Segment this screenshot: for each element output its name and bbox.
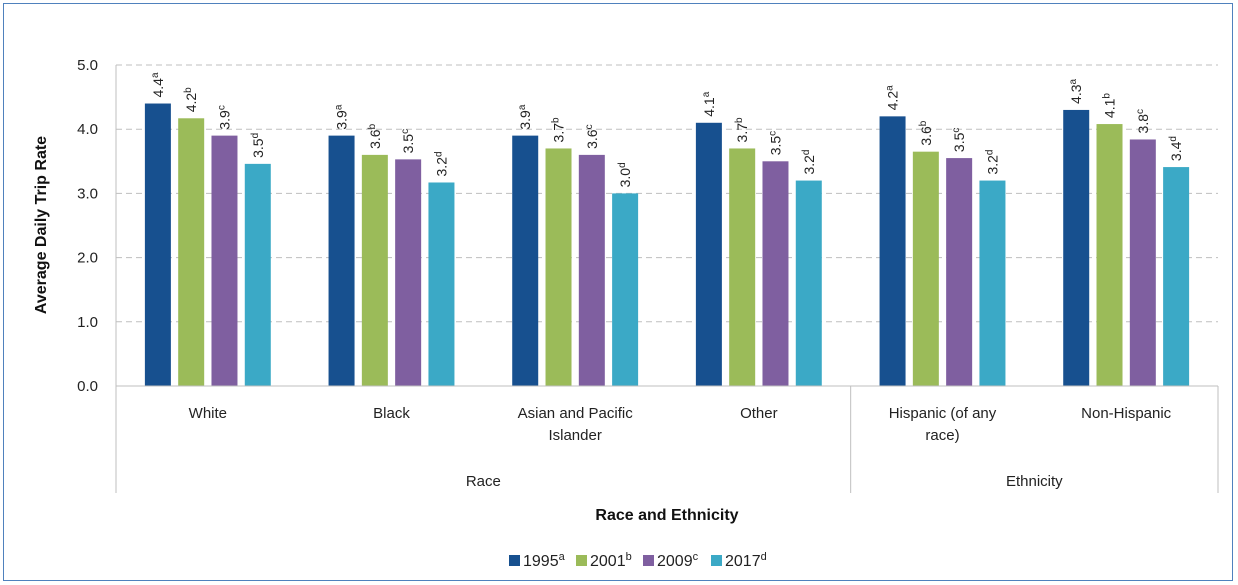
y-tick-label: 4.0 (77, 121, 98, 138)
legend-entry: 1995a (523, 551, 566, 570)
data-label: 3.4d (1168, 136, 1184, 161)
bar (178, 118, 205, 386)
bar (144, 103, 171, 387)
legend-entry: 2001b (590, 551, 632, 570)
bar (946, 158, 973, 386)
bar (545, 148, 572, 386)
legend-swatch (711, 555, 722, 566)
data-label: 3.9a (334, 104, 350, 129)
data-label: 3.9a (517, 104, 533, 129)
group-label: Race (466, 473, 501, 490)
category-label: Non-Hispanic (1081, 405, 1172, 422)
bars (144, 103, 1190, 387)
bar (328, 135, 355, 386)
data-label: 4.3a (1068, 78, 1084, 103)
data-label: 4.4a (150, 72, 166, 97)
data-label: 3.2d (801, 150, 817, 175)
category-label: Asian and Pacific Islander (518, 405, 634, 444)
legend: 1995a 2001b 2009c 2017d (509, 551, 767, 570)
y-axis-title: Average Daily Trip Rate (33, 136, 50, 314)
group-label: Ethnicity (1006, 473, 1063, 490)
legend-swatch (643, 555, 654, 566)
data-label: 3.5c (767, 131, 783, 155)
bar (1129, 139, 1156, 386)
y-tick-label: 5.0 (77, 57, 98, 74)
legend-swatch (509, 555, 520, 566)
bar (879, 116, 906, 387)
legend-swatch (576, 555, 587, 566)
bar (912, 151, 939, 386)
x-axis-title: Race and Ethnicity (595, 507, 738, 524)
category-label: Hispanic (of any race) (889, 405, 997, 444)
legend-entry: 2017d (725, 551, 767, 570)
bar (695, 122, 722, 386)
data-label: 3.5c (400, 129, 416, 153)
bar (729, 148, 756, 386)
category-label: Other (740, 405, 778, 422)
bar (211, 135, 238, 386)
y-axis-ticks: 0.0 1.0 2.0 3.0 4.0 5.0 (77, 57, 98, 395)
data-labels: 4.4a 4.2b 3.9c 3.5d 3.9a 3.6b 3.5c 3.2d 3.9a 3.7b… (150, 72, 1184, 187)
bar (578, 154, 605, 386)
group-labels: Race Ethnicity (466, 386, 1063, 493)
bar (395, 159, 422, 386)
data-label: 4.2b (183, 87, 199, 112)
data-label: 3.0d (617, 162, 633, 187)
legend-entry: 2009c (657, 551, 699, 570)
data-label: 4.1b (1102, 93, 1118, 118)
bar (979, 180, 1006, 386)
y-tick-label: 0.0 (77, 378, 98, 395)
data-label: 3.8c (1135, 109, 1151, 133)
bar (428, 182, 455, 386)
chart-frame (3, 3, 1233, 581)
data-label: 3.5c (951, 128, 967, 152)
category-label: Black (373, 405, 410, 422)
data-label: 3.7b (551, 117, 567, 142)
bar (1063, 109, 1090, 386)
data-label: 3.2d (433, 151, 449, 176)
y-tick-label: 1.0 (77, 314, 98, 331)
category-labels: White Black Asian and Pacific Islander Other… (189, 405, 1172, 444)
data-label: 3.6c (584, 124, 600, 148)
data-label: 3.7b (734, 117, 750, 142)
y-tick-label: 2.0 (77, 250, 98, 267)
data-label: 3.2d (984, 150, 1000, 175)
bar (244, 163, 271, 386)
data-label: 3.5d (250, 133, 266, 158)
bar (1163, 167, 1190, 386)
data-label: 3.9c (216, 105, 232, 129)
data-label: 4.1a (701, 91, 717, 116)
axes (115, 65, 1219, 493)
category-label: White (189, 405, 227, 422)
y-tick-label: 3.0 (77, 185, 98, 202)
bar (512, 135, 539, 386)
bar (762, 161, 789, 386)
gridlines (116, 64, 1218, 323)
bar (795, 180, 822, 386)
data-label: 3.6b (367, 123, 383, 148)
data-label: 3.6b (918, 120, 934, 145)
bar (612, 193, 639, 386)
bar (361, 154, 388, 386)
data-label: 4.2a (885, 85, 901, 110)
bar (1096, 124, 1123, 387)
